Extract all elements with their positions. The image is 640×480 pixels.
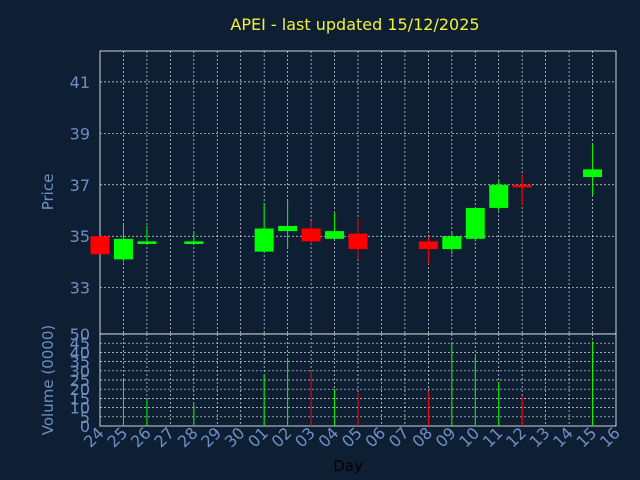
volume-tick-label: 35 xyxy=(70,353,90,372)
price-tick-label: 39 xyxy=(70,124,90,143)
volume-tick-label: 30 xyxy=(70,362,90,381)
price-axis-label: Price xyxy=(39,174,57,211)
chart-title: APEI - last updated 15/12/2025 xyxy=(230,15,479,34)
volume-tick-label: 15 xyxy=(70,389,90,408)
candle-body xyxy=(278,225,298,232)
candle-body xyxy=(465,207,485,239)
volume-axis-label: Volume (0000) xyxy=(39,325,57,435)
price-tick-labels: 33 35 37 39 41 xyxy=(70,73,90,298)
candle-body xyxy=(418,241,438,250)
candle-body xyxy=(254,228,274,252)
price-tick-label: 33 xyxy=(70,279,90,298)
price-tick-label: 35 xyxy=(70,227,90,246)
volume-tick-label: 45 xyxy=(70,334,90,353)
volume-tick-label: 10 xyxy=(70,399,90,418)
candle-body xyxy=(113,238,133,260)
candle-body xyxy=(512,184,532,188)
candle-body xyxy=(489,184,509,208)
volume-tick-label: 25 xyxy=(70,371,90,390)
candle-body xyxy=(137,241,157,244)
candle-body xyxy=(90,236,110,255)
x-tick-label: 16 xyxy=(596,423,624,451)
price-tick-label: 41 xyxy=(70,73,90,92)
x-tick-labels: 2425262728293001020304050607080910111213… xyxy=(80,423,624,451)
candlesticks xyxy=(90,143,603,265)
candle-body xyxy=(442,236,462,250)
x-axis-label: Day xyxy=(333,457,363,475)
candle-body xyxy=(583,169,603,178)
volume-tick-label: 0 xyxy=(80,417,90,436)
price-tick-label: 37 xyxy=(70,176,90,195)
volume-tick-label: 40 xyxy=(70,343,90,362)
candle-body xyxy=(184,241,204,244)
volume-bars xyxy=(122,341,594,426)
candle-body xyxy=(301,228,321,242)
volume-tick-label: 5 xyxy=(80,408,90,427)
volume-tick-label: 50 xyxy=(70,325,90,344)
candle-body xyxy=(348,233,368,250)
candle-body xyxy=(325,231,345,239)
volume-tick-label: 20 xyxy=(70,380,90,399)
